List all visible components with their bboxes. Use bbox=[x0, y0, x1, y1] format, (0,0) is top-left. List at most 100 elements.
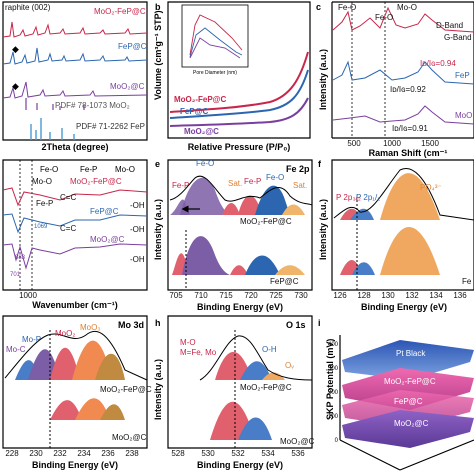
tick: 300 bbox=[328, 366, 339, 372]
xps-o-label-mo: M-O bbox=[180, 338, 196, 347]
xps-o-series-moofep: MoO₂-FeP@C bbox=[240, 383, 292, 392]
xps-p-label-po4: PO₄³⁻ bbox=[420, 183, 442, 192]
panel-h-letter: h bbox=[155, 318, 161, 328]
isotherm-fep bbox=[169, 69, 309, 119]
xps-p-label-p12: P 2p₁/₂ bbox=[356, 193, 380, 202]
panel-b-frame bbox=[167, 1, 311, 139]
ftir-label-oh2: -OH bbox=[130, 225, 145, 234]
tick: 536 bbox=[291, 449, 305, 458]
raman-label-dband: D-Band bbox=[436, 21, 463, 30]
ftir-peak-1069: 1069 bbox=[34, 224, 48, 230]
panel-c-xlabel: Raman Shift (cm⁻¹ bbox=[369, 148, 448, 158]
diamond-marker: ◆ bbox=[12, 81, 19, 91]
tick: 130 bbox=[381, 291, 395, 300]
tick: 720 bbox=[244, 291, 258, 300]
panel-b-legend-fep: FeP@C bbox=[180, 107, 208, 116]
panel-a: raphite (002) MoO₂-FeP@C FeP@C MoO₂@C ◆ … bbox=[0, 0, 150, 152]
xps-fe-label-sat2: Sat. bbox=[293, 181, 307, 190]
tick: 400 bbox=[328, 342, 339, 348]
raman-tick-1000: 1000 bbox=[383, 139, 401, 148]
panel-h-xlabel: Binding Energy (eV) bbox=[197, 460, 283, 470]
xps-fe-label-fep2: Fe-P bbox=[244, 177, 261, 186]
xps-fe-label-fep: Fe-P bbox=[172, 181, 189, 190]
skp-label-moofep: MoO₂-FeP@C bbox=[384, 377, 436, 386]
xps-o-label-m: M=Fe, Mo bbox=[180, 348, 217, 357]
xrd-curve-moo bbox=[2, 81, 148, 99]
panel-a-pdf-moo: PDF# 78-1073 MoO₂ bbox=[55, 101, 130, 110]
ftir-curve-fep bbox=[2, 213, 148, 234]
skp-label-ptblack: Pt Black bbox=[396, 349, 426, 358]
panel-a-xlabel: 2Theta (degree) bbox=[41, 142, 108, 152]
xps-mo-label-moc: Mo-C bbox=[6, 345, 26, 354]
xps-fe-label-feo2: Fe-O bbox=[266, 173, 284, 182]
panel-c-ylabel: Intensity (a.u.) bbox=[318, 49, 328, 110]
panel-b-xlabel: Relative Pressure (P/P₀) bbox=[188, 142, 291, 152]
panel-a-frame bbox=[2, 1, 148, 141]
xrd-curve-fep bbox=[2, 47, 148, 65]
skp-label-fep: FeP@C bbox=[394, 397, 423, 406]
raman-label-feo2: Fe-O bbox=[375, 13, 393, 22]
panel-a-pdf-fep: PDF# 71-2262 FeP bbox=[76, 122, 145, 131]
raman-ratio-3: Iᴅ/Iɢ=0.91 bbox=[392, 124, 428, 133]
raman-series-fep: FeP bbox=[455, 71, 470, 80]
panel-h-title: O 1s bbox=[286, 320, 306, 330]
tick: 238 bbox=[125, 449, 139, 458]
panel-e-title: Fe 2p bbox=[286, 164, 310, 174]
xrd-curve-moofep bbox=[2, 21, 148, 38]
tick: 232 bbox=[53, 449, 67, 458]
panel-g-frame bbox=[2, 315, 148, 449]
panel-i-ylabel: SKP Potential (mV) bbox=[325, 339, 335, 420]
raman-curve-moo bbox=[332, 105, 474, 125]
isotherm-moo bbox=[169, 97, 309, 127]
raman-curve-moofep bbox=[332, 6, 474, 33]
ftir-series-fep: FeP@C bbox=[90, 207, 119, 216]
tick: 236 bbox=[101, 449, 115, 458]
ftir-label-cc1: C=C bbox=[60, 193, 76, 202]
xps-fe-series-moofep: MoO₂-FeP@C bbox=[240, 217, 292, 226]
ftir-series-moo: MoO₂@C bbox=[90, 235, 125, 244]
xps-mo-label-moo3: MoO₃ bbox=[80, 323, 101, 332]
tick: 100 bbox=[328, 414, 339, 420]
tick: 705 bbox=[169, 291, 183, 300]
xps-p-series-fe: Fe bbox=[462, 277, 472, 286]
diamond-marker: ◆ bbox=[12, 44, 19, 54]
tick: 725 bbox=[269, 291, 283, 300]
inset-curve-moo bbox=[189, 37, 241, 59]
panel-d-frame bbox=[2, 159, 148, 291]
ftir-label-fep: Fe-P bbox=[36, 199, 53, 208]
raman-tick-1500: 1500 bbox=[421, 139, 439, 148]
pdf-moo-sticks bbox=[25, 98, 85, 110]
panel-f-ylabel: Intensity (a.u.) bbox=[318, 199, 328, 260]
ftir-legend-feo: Fe-O bbox=[40, 165, 58, 174]
panel-i: i SKP Potential (mV) Pt Black MoO₂-FeP@C… bbox=[318, 318, 474, 471]
panel-g-xlabel: Binding Energy (eV) bbox=[32, 460, 118, 470]
xps-fe-label-feo: Fe-O bbox=[196, 159, 214, 168]
panel-c: c Intensity (a.u.) Fe-O Fe-O Mo-O D-Band… bbox=[316, 1, 474, 158]
panel-c-frame bbox=[332, 1, 474, 138]
tick: 200 bbox=[328, 390, 339, 396]
tick: 126 bbox=[333, 291, 347, 300]
raman-label-gband: G-Band bbox=[444, 33, 472, 42]
isotherm-moofep bbox=[169, 51, 309, 113]
panel-h: h O 1s Intensity (a.u.) M-O M=Fe, Mo O-H… bbox=[153, 315, 315, 470]
raman-ratio-2: Iᴅ/Iɢ=0.92 bbox=[390, 85, 426, 94]
ftir-label-moo: Mo-O bbox=[32, 177, 52, 186]
xps-p-label-p32: P 2p₃/₂ bbox=[336, 193, 361, 202]
tick: 136 bbox=[453, 291, 467, 300]
tick: 530 bbox=[201, 449, 215, 458]
panel-e: e Fe 2p Intensity (a.u.) Fe-P Fe-O Sat. … bbox=[153, 159, 313, 312]
skp-label-moo: MoO₂@C bbox=[394, 419, 429, 428]
ftir-peak-883: 883 bbox=[15, 255, 26, 261]
ftir-series-moofep: MoO₂-FeP@C bbox=[70, 177, 122, 186]
raman-ratio-1: Iᴅ/Iɢ=0.94 bbox=[420, 59, 456, 68]
panel-f-xlabel: Binding Energy (eV) bbox=[361, 302, 447, 312]
panel-b-legend-moofep: MoO₂-FeP@C bbox=[174, 95, 226, 104]
panel-e-ylabel: Intensity (a.u.) bbox=[153, 199, 163, 260]
raman-label-feo: Fe-O bbox=[338, 3, 356, 12]
ftir-label-oh1: -OH bbox=[130, 201, 145, 210]
panel-e-frame bbox=[167, 159, 313, 291]
xps-o-label-ov: Oᵥ bbox=[285, 361, 294, 370]
raman-curve-fep bbox=[332, 60, 474, 85]
